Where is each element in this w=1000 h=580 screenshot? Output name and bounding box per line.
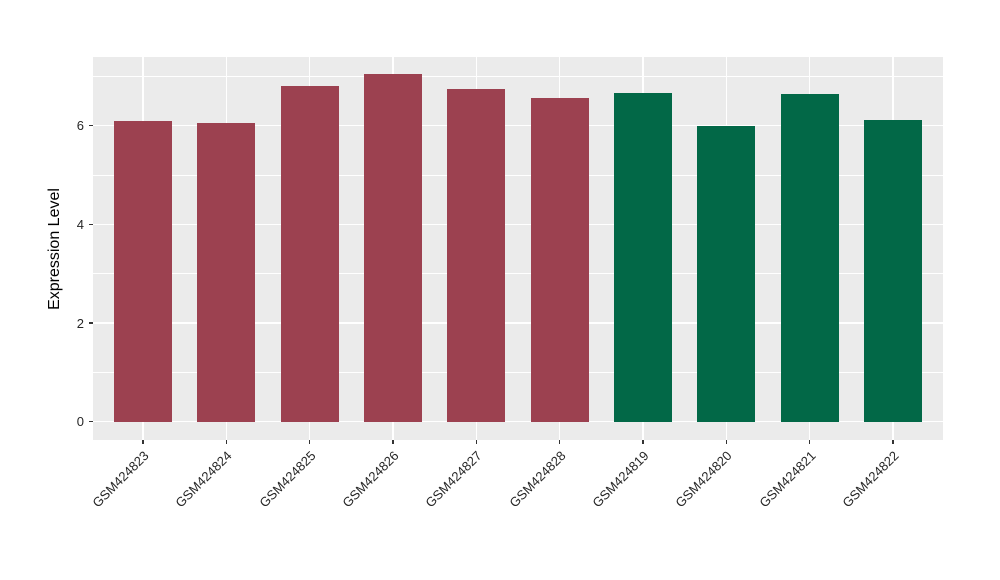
x-tick-label-text-GSM424821: GSM424821 xyxy=(756,448,819,511)
x-tick-mark-GSM424828 xyxy=(558,440,561,444)
bar-GSM424822 xyxy=(863,119,923,422)
bar-GSM424827 xyxy=(447,89,506,422)
y-tick-label-6: 6 xyxy=(76,118,84,134)
x-tick-mark-GSM424823 xyxy=(142,440,144,444)
bar-GSM424826 xyxy=(363,74,423,422)
y-axis-title: Expression Level xyxy=(40,57,70,440)
bar-GSM424821 xyxy=(780,94,839,422)
x-tick-mark-GSM424819 xyxy=(642,440,644,444)
x-tick-label-text-GSM424826: GSM424826 xyxy=(339,448,402,511)
x-tick-mark-GSM424826 xyxy=(392,440,394,444)
x-tick-label-text-GSM424822: GSM424822 xyxy=(839,448,902,511)
x-tick-mark-GSM424821 xyxy=(808,440,811,444)
x-tick-label-text-GSM424819: GSM424819 xyxy=(589,448,652,511)
x-tick-mark-GSM424824 xyxy=(225,440,228,444)
y-tick-mark-0 xyxy=(89,420,93,423)
x-tick-mark-GSM424827 xyxy=(475,440,478,444)
gridline-major-y2 xyxy=(93,322,943,324)
x-tick-label-text-GSM424825: GSM424825 xyxy=(256,448,319,511)
x-tick-mark-GSM424825 xyxy=(308,440,311,444)
y-tick-label-2: 2 xyxy=(76,315,84,331)
bar-GSM424820 xyxy=(697,126,756,422)
bar-GSM424819 xyxy=(613,92,673,422)
y-tick-mark-4 xyxy=(89,223,93,226)
y-tick-mark-6 xyxy=(89,124,93,127)
bar-GSM424824 xyxy=(197,122,256,422)
gridline-minor-y5 xyxy=(93,174,943,176)
bar-GSM424823 xyxy=(113,120,173,422)
gridline-minor-y7 xyxy=(93,75,943,77)
gridline-major-y6 xyxy=(93,124,943,127)
x-tick-label-text-GSM424823: GSM424823 xyxy=(89,448,152,511)
x-tick-label-text-GSM424827: GSM424827 xyxy=(422,448,485,511)
gridline-major-y4 xyxy=(93,223,943,225)
bar-GSM424825 xyxy=(280,85,339,422)
plot-panel xyxy=(93,57,943,440)
y-axis-title-text: Expression Level xyxy=(46,187,63,310)
y-tick-label-4: 4 xyxy=(76,216,84,232)
x-tick-mark-GSM424820 xyxy=(725,440,728,444)
bar-GSM424828 xyxy=(530,98,589,422)
x-tick-label-text-GSM424828: GSM424828 xyxy=(506,448,569,511)
x-tick-label-text-GSM424824: GSM424824 xyxy=(172,448,235,511)
x-tick-label-text-GSM424820: GSM424820 xyxy=(672,448,735,511)
y-tick-mark-2 xyxy=(89,322,93,324)
gridline-minor-y3 xyxy=(93,273,943,274)
x-tick-mark-GSM424822 xyxy=(892,440,894,444)
gridline-minor-y1 xyxy=(93,372,943,373)
y-tick-label-0: 0 xyxy=(76,414,84,430)
gridline-major-y0 xyxy=(93,421,943,423)
